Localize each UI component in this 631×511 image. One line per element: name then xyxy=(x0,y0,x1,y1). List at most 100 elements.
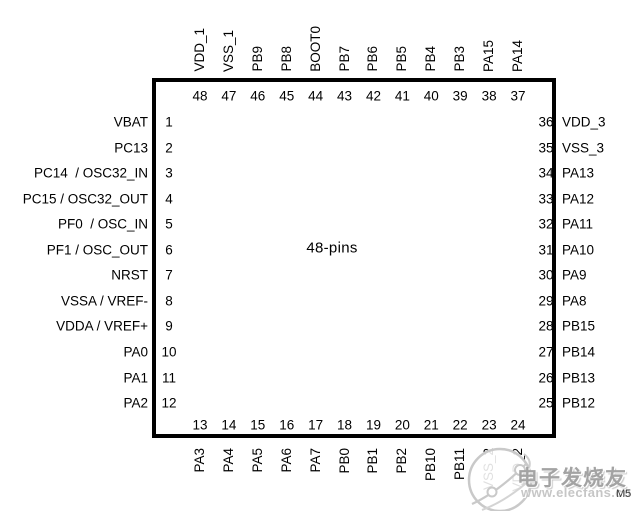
pin-number: 21 xyxy=(423,417,439,433)
pin-label: PB15 xyxy=(562,318,596,334)
pin-number: 2 xyxy=(165,140,173,156)
pin-label: VDD_1 xyxy=(192,28,207,72)
pin-label: PB9 xyxy=(249,46,265,72)
pin-label: PA13 xyxy=(562,165,595,181)
pin-label: PB12 xyxy=(562,395,596,411)
pin-number: 40 xyxy=(423,88,439,104)
pin-label: VSSA / VREF- xyxy=(60,293,148,309)
pin-label: VSS_3 xyxy=(562,140,605,156)
pin-number: 15 xyxy=(250,417,266,433)
pin-label: VDD_3 xyxy=(562,114,606,130)
pin-label: PA1 xyxy=(123,370,148,385)
pin-number: 22 xyxy=(452,417,468,433)
pin-number: 6 xyxy=(165,242,173,258)
pin-number: 3 xyxy=(165,165,173,181)
pin-label: PA6 xyxy=(278,448,294,473)
pin-number: 8 xyxy=(165,293,173,309)
pin-label: PA9 xyxy=(562,267,587,283)
pin-label: NRST xyxy=(111,267,148,283)
pin-number: 45 xyxy=(279,88,295,104)
pin-label: PB0 xyxy=(336,448,352,474)
pin-label: PA0 xyxy=(123,344,148,360)
pin-number: 46 xyxy=(250,88,266,104)
pin-number: 20 xyxy=(394,417,410,433)
pin-number: 34 xyxy=(538,165,554,181)
pin-number: 33 xyxy=(538,191,554,207)
pin-label: PA11 xyxy=(562,216,594,232)
pin-number: 29 xyxy=(538,293,554,309)
pin-number: 9 xyxy=(165,318,173,334)
pin-number: 48 xyxy=(192,88,208,104)
pin-label: PB7 xyxy=(336,46,352,72)
pin-label: PB14 xyxy=(562,344,596,360)
pin-number: 47 xyxy=(221,88,237,104)
pin-label: PA10 xyxy=(562,242,595,258)
pin-number: 18 xyxy=(337,417,353,433)
pin-label: PC14 / OSC32_IN xyxy=(33,165,148,181)
pin-label: PA3 xyxy=(192,448,207,473)
pin-label: VSS_1 xyxy=(220,29,236,72)
pin-label: VBAT xyxy=(113,114,148,130)
pin-number: 13 xyxy=(192,417,208,433)
pin-label: PA12 xyxy=(562,191,595,207)
pin-label: BOOT0 xyxy=(307,26,323,72)
pin-label: PA8 xyxy=(562,293,587,309)
pin-label: PB8 xyxy=(278,46,294,72)
pin-label: PA14 xyxy=(510,39,525,72)
pin-number: 36 xyxy=(538,114,554,130)
watermark-site-url: www.elecfans.com xyxy=(521,485,631,500)
corner-figure-code: M5 xyxy=(616,488,631,500)
pin-label: PC13 xyxy=(114,140,148,156)
pin-number: 4 xyxy=(165,191,173,207)
pin-label: PC15 / OSC32_OUT xyxy=(22,191,148,207)
pin-number: 42 xyxy=(365,88,381,104)
pin-label: PA7 xyxy=(307,448,323,473)
pin-number: 41 xyxy=(394,88,410,104)
pin-number: 19 xyxy=(365,417,381,433)
pin-number: 39 xyxy=(452,88,468,104)
elecfans-logo-icon xyxy=(467,447,533,511)
chip-outline xyxy=(152,78,556,438)
pin-number: 16 xyxy=(279,417,295,433)
pin-label: PF1 / OSC_OUT xyxy=(46,242,148,258)
pin-number: 10 xyxy=(161,344,177,360)
pin-number: 37 xyxy=(510,88,526,104)
pin-label: VDDA / VREF+ xyxy=(56,318,148,334)
pin-number: 12 xyxy=(161,395,177,411)
pin-label: PB6 xyxy=(365,46,381,72)
pin-number: 32 xyxy=(538,216,554,232)
pin-label: PF0 / OSC_IN xyxy=(57,216,148,232)
pin-label: PB4 xyxy=(423,46,439,72)
pin-label: PA2 xyxy=(123,395,148,411)
package-name-label: 48-pins xyxy=(306,239,358,257)
pin-number: 17 xyxy=(308,417,324,433)
pin-number: 30 xyxy=(538,267,554,283)
pin-number: 31 xyxy=(538,242,554,258)
pin-number: 28 xyxy=(538,318,554,334)
pin-label: PB3 xyxy=(452,46,468,72)
pin-number: 14 xyxy=(221,417,237,433)
pin-label: PB5 xyxy=(394,46,410,72)
pin-label: PB13 xyxy=(562,370,596,385)
pin-label: PA15 xyxy=(481,39,497,72)
pin-label: PB10 xyxy=(423,448,439,482)
pin-number: 24 xyxy=(510,417,526,433)
pin-label: PA4 xyxy=(220,448,236,473)
pin-number: 7 xyxy=(165,267,173,283)
watermark-brand-text: 电子发烧友 xyxy=(517,467,627,490)
pin-number: 23 xyxy=(481,417,497,433)
pin-number: 11 xyxy=(161,370,177,385)
pin-label: PB1 xyxy=(365,448,381,474)
pin-number: 43 xyxy=(337,88,353,104)
pin-number: 5 xyxy=(165,216,173,232)
pin-label: PA5 xyxy=(249,448,265,473)
pin-number: 38 xyxy=(481,88,497,104)
pin-number: 27 xyxy=(538,344,554,360)
pin-number: 26 xyxy=(538,370,554,385)
pin-number: 35 xyxy=(538,140,554,156)
pin-number: 44 xyxy=(308,88,324,104)
pin-number: 1 xyxy=(165,114,173,130)
pin-number: 25 xyxy=(538,395,554,411)
pin-label: PB2 xyxy=(394,448,410,474)
